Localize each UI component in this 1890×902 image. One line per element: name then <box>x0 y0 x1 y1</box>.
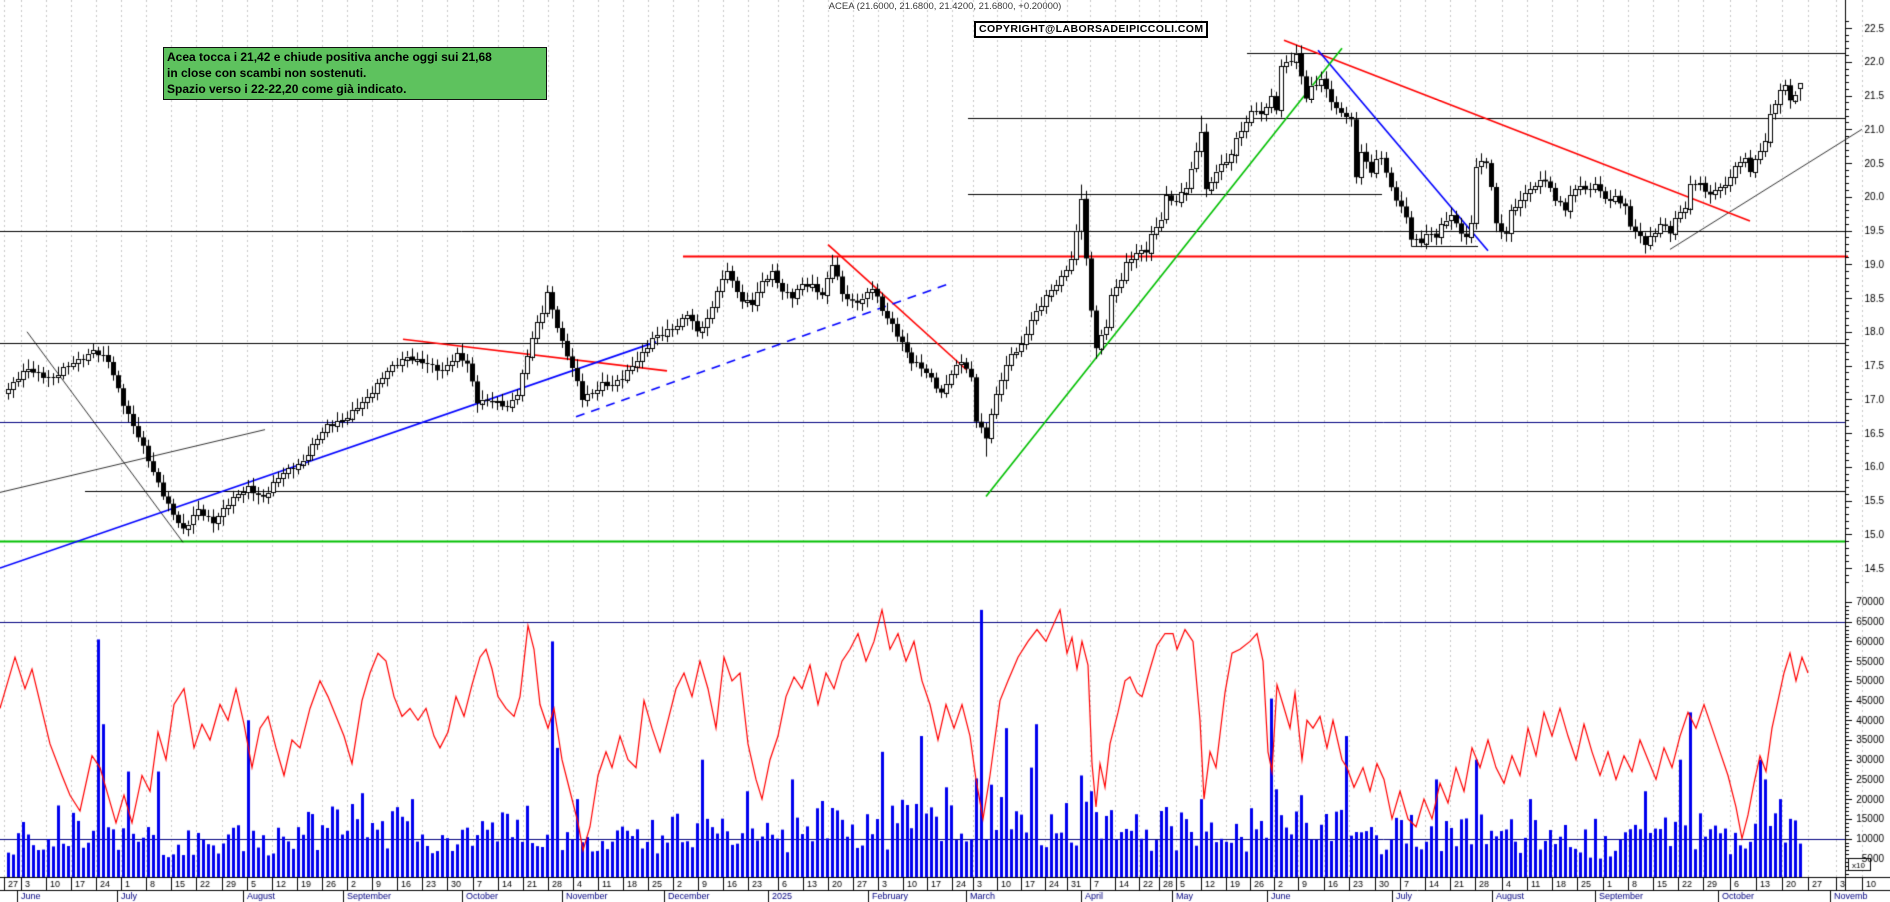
chart-title: ACEA (21.6000, 21.6800, 21.4200, 21.6800… <box>828 1 1062 12</box>
copyright-badge: COPYRIGHT@LABORSADEIPICCOLI.COM <box>974 21 1209 38</box>
analyst-annotation: Acea tocca i 21,42 e chiude positiva anc… <box>163 47 547 100</box>
annotation-line-2: in close con scambi non sostenuti. <box>167 66 367 80</box>
annotation-line-3: Spazio verso i 22-22,20 come già indicat… <box>167 82 407 96</box>
annotation-line-1: Acea tocca i 21,42 e chiude positiva anc… <box>167 50 492 64</box>
